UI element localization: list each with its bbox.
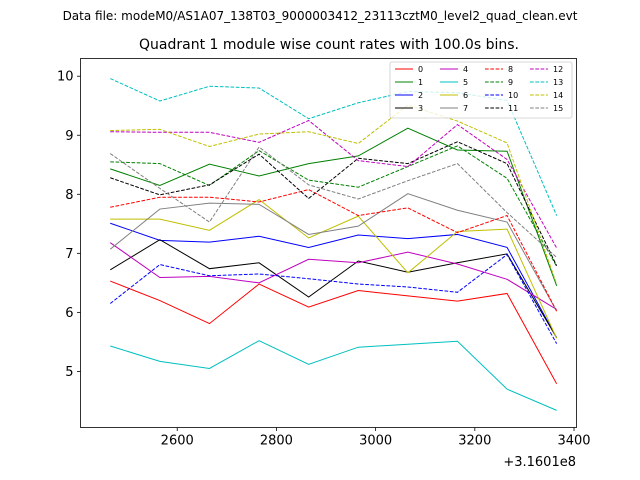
series-line-15 xyxy=(109,146,557,258)
legend-label-12: 12 xyxy=(553,65,563,74)
legend-label-0: 0 xyxy=(418,65,423,74)
series-line-2 xyxy=(110,222,558,339)
series-line-12 xyxy=(110,119,558,249)
legend-label-13: 13 xyxy=(553,78,563,87)
legend-label-2: 2 xyxy=(418,91,423,100)
legend-label-6: 6 xyxy=(463,91,468,100)
x-axis: 2600 2800 3000 3200 3400 xyxy=(161,427,591,449)
series-line-3 xyxy=(110,239,558,339)
legend-label-11: 11 xyxy=(508,104,518,113)
legend-label-7: 7 xyxy=(463,104,468,113)
series-line-10 xyxy=(109,253,558,344)
series-line-9 xyxy=(110,145,558,267)
y-tick-label: 5 xyxy=(65,365,73,380)
plot-frame xyxy=(80,58,577,428)
x-tick-label: 2800 xyxy=(260,434,293,449)
legend-label-1: 1 xyxy=(418,78,423,87)
series-line-8 xyxy=(110,189,558,312)
y-tick-label: 7 xyxy=(65,247,73,262)
x-tick-label: 3200 xyxy=(458,434,491,449)
legend-label-4: 4 xyxy=(463,65,468,74)
legend-label-9: 9 xyxy=(508,78,513,87)
legend-label-10: 10 xyxy=(508,91,518,100)
chart-suptitle: Data file: modeM0/AS1A07_138T03_90000034… xyxy=(63,9,578,23)
x-tick-label: 3400 xyxy=(557,434,590,449)
plot-lines xyxy=(109,78,558,411)
series-line-0 xyxy=(110,280,558,385)
y-axis: 5 6 7 8 9 10 xyxy=(57,70,81,380)
legend-label-8: 8 xyxy=(508,65,513,74)
x-offset-label: +3.1601e8 xyxy=(503,455,576,470)
y-tick-label: 9 xyxy=(65,129,73,144)
series-line-7 xyxy=(109,193,558,312)
x-tick-label: 3000 xyxy=(359,434,392,449)
legend-box xyxy=(389,61,573,119)
series-line-6 xyxy=(110,199,558,339)
series-line-4 xyxy=(109,242,557,310)
y-tick-label: 10 xyxy=(57,70,74,85)
series-line-11 xyxy=(110,141,558,266)
series-line-14 xyxy=(110,104,558,285)
series-line-13 xyxy=(110,78,558,216)
legend-label-3: 3 xyxy=(418,104,423,113)
y-tick-label: 8 xyxy=(65,188,73,203)
legend-label-14: 14 xyxy=(553,91,563,100)
series-line-5 xyxy=(110,340,557,411)
legend-label-15: 15 xyxy=(553,104,563,113)
legend-label-5: 5 xyxy=(463,78,468,87)
x-tick-label: 2600 xyxy=(161,434,194,449)
y-tick-label: 6 xyxy=(65,306,73,321)
chart-title: Quadrant 1 module wise count rates with … xyxy=(139,37,519,53)
